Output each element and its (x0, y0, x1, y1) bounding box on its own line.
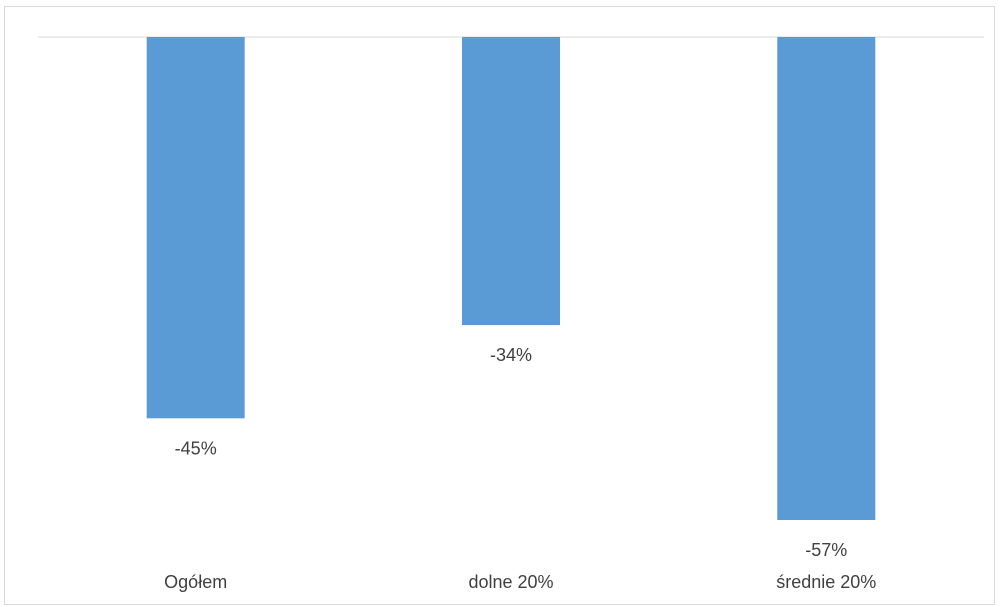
data-label-2: -57% (805, 540, 847, 560)
bar-0 (146, 37, 245, 419)
data-label-1: -34% (490, 345, 532, 365)
bar-1 (462, 37, 560, 326)
data-label-0: -45% (175, 438, 217, 458)
bar-2 (777, 37, 876, 520)
x-tick-label-2: średnie 20% (776, 572, 876, 592)
x-tick-label-1: dolne 20% (468, 572, 553, 592)
x-tick-label-0: Ogółem (164, 572, 227, 592)
